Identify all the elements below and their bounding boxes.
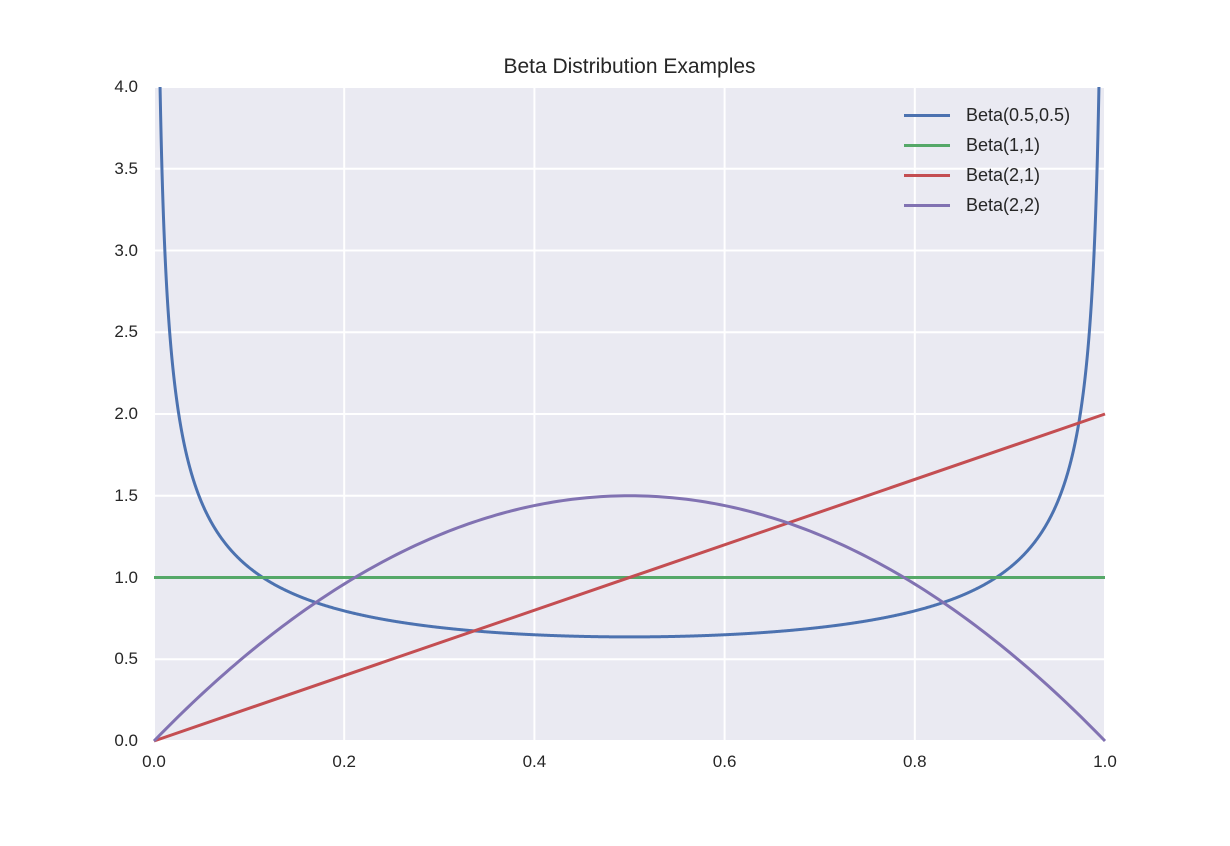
- y-tick-label: 1.5: [114, 485, 138, 505]
- y-tick-label: 2.5: [114, 322, 138, 342]
- legend-line-icon: [904, 143, 950, 147]
- x-tick-label: 0.6: [712, 752, 737, 771]
- series-line-beta-2-1-: [153, 412, 1106, 743]
- legend-item-beta-0.5-0.5: Beta(0.5,0.5): [898, 100, 1070, 130]
- legend-item-beta-2-2: Beta(2,2): [898, 190, 1070, 220]
- legend-label: Beta(2,1): [966, 164, 1041, 185]
- y-tick-label: 0.5: [114, 649, 138, 669]
- y-tick-label: 0.0: [114, 731, 138, 750]
- legend: Beta(0.5,0.5) Beta(1,1) Beta(2,1) Beta(2…: [898, 100, 1070, 220]
- x-tick-label: 0.8: [902, 752, 927, 771]
- x-tick-label: 0.0: [142, 752, 166, 771]
- y-tick-label: 1.0: [114, 567, 138, 587]
- series-line-beta-2-2-: [152, 494, 1107, 743]
- x-tick-label: 0.2: [332, 752, 356, 771]
- chart-title: Beta Distribution Examples: [503, 55, 756, 78]
- y-tick-label: 3.0: [114, 240, 138, 260]
- legend-line-icon: [904, 113, 950, 117]
- legend-label: Beta(0.5,0.5): [966, 104, 1071, 125]
- x-tick-label: 0.4: [522, 752, 547, 771]
- y-tick-label: 4.0: [114, 77, 138, 96]
- legend-label: Beta(2,2): [966, 194, 1041, 215]
- legend-line-icon: [904, 173, 950, 177]
- x-tick-label: 1.0: [1093, 752, 1117, 771]
- legend-item-beta-1-1: Beta(1,1): [898, 130, 1070, 160]
- y-tick-label: 2.0: [114, 404, 138, 423]
- legend-item-beta-2-1: Beta(2,1): [898, 160, 1070, 190]
- legend-line-icon: [904, 203, 950, 207]
- data-series: [152, 87, 1107, 743]
- y-tick-label: 3.5: [114, 158, 138, 178]
- legend-label: Beta(1,1): [966, 134, 1041, 155]
